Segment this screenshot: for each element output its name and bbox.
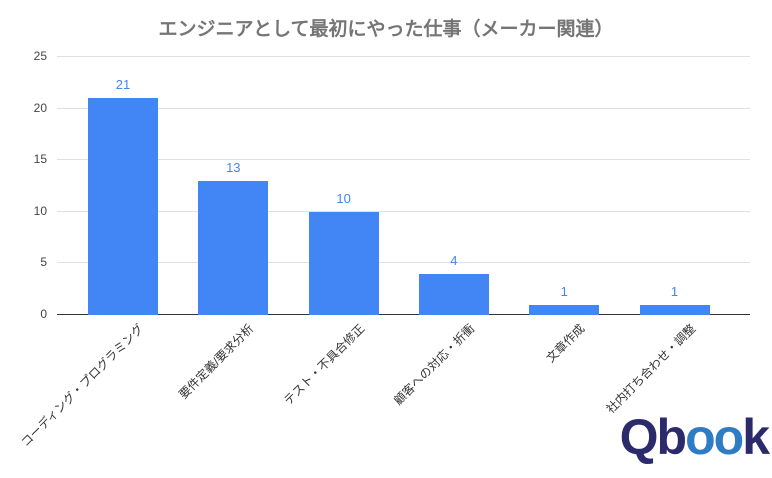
qbook-logo-letter: Q [619,409,659,465]
bar[interactable] [198,180,269,315]
chart-title: エンジニアとして最初にやった仕事（メーカー関連） [158,19,614,40]
y-axis: 0 5 10 15 20 25 [0,49,47,321]
y-tick-label: 15 [33,152,47,167]
bar-value-label: 13 [226,159,241,175]
gridline [57,210,750,212]
bar-value-label: 4 [450,252,458,268]
y-tick-label: 5 [40,255,47,270]
bar-value-label: 21 [115,77,131,93]
x-category-label: テスト・不具合修正 [280,321,367,408]
bar-value-label: 10 [336,190,351,206]
qbook-logo-letter: b [656,409,688,465]
y-tick-label: 0 [40,307,47,321]
gridline [57,159,750,161]
bar[interactable] [639,304,710,315]
qbook-logo: Qbook [598,404,770,474]
bar-value-label: 1 [560,283,568,299]
bar[interactable] [308,211,379,315]
bar[interactable] [418,273,489,315]
x-category-label: コーディング・プログラミング [18,321,147,450]
plot-area: 21 13 10 4 1 1 [57,56,750,315]
gridline [57,262,750,264]
y-tick-label: 10 [33,203,47,218]
bar[interactable] [88,98,158,315]
qbook-logo-letter: k [742,409,770,465]
x-category-label: 要件定義/要求分析 [176,321,257,402]
bar-value-label: 1 [670,283,679,299]
x-axis-baseline [57,314,750,315]
x-category-label: 文章作成 [543,321,588,366]
gridline [57,56,750,57]
y-tick-label: 25 [33,49,47,63]
y-tick-label: 20 [33,100,47,115]
gridline [57,107,750,109]
bar[interactable] [529,304,600,315]
x-category-label: 顧客への対応・折衝 [390,321,478,408]
qbook-logo-letter: oo [685,409,744,465]
